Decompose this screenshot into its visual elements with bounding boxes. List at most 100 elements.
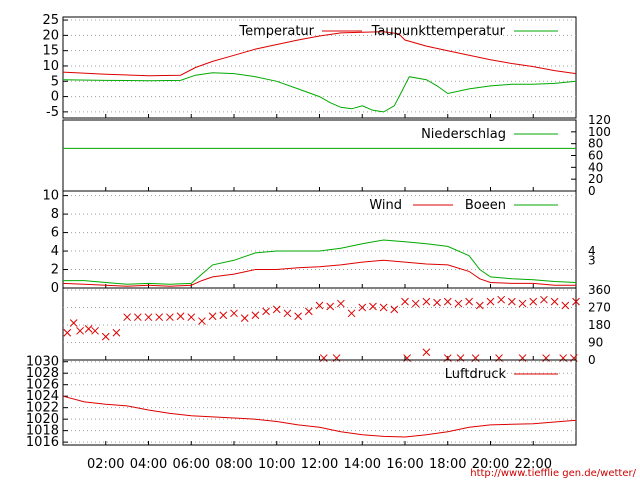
direction-point bbox=[272, 305, 281, 314]
y-tick-label: 0 bbox=[51, 90, 59, 105]
direction-point bbox=[495, 354, 503, 362]
y-tick-label: 6 bbox=[51, 226, 59, 241]
x-tick-label: 08:00 bbox=[215, 457, 252, 472]
direction-point bbox=[443, 297, 452, 306]
y-tick-label: 10 bbox=[42, 189, 59, 204]
x-tick-label: 16:00 bbox=[386, 457, 423, 472]
direction-point bbox=[198, 317, 206, 325]
y-tick-label: 1022 bbox=[26, 401, 59, 416]
y-tick-label: 1026 bbox=[26, 378, 59, 393]
y-tick-label: 0 bbox=[51, 281, 59, 296]
direction-point bbox=[486, 297, 495, 306]
direction-point bbox=[465, 297, 473, 306]
direction-point bbox=[332, 354, 341, 362]
direction-point bbox=[508, 297, 516, 306]
direction-point bbox=[123, 313, 131, 322]
y-tick-label: 8 bbox=[51, 207, 59, 222]
y-tick-label-right: 0 bbox=[588, 184, 596, 198]
y-tick-label-right: 120 bbox=[588, 113, 611, 127]
y-tick-label-right: 270 bbox=[588, 300, 611, 314]
direction-point bbox=[262, 307, 270, 316]
direction-point bbox=[358, 303, 367, 312]
direction-point bbox=[69, 319, 78, 327]
direction-point bbox=[283, 309, 292, 318]
direction-point bbox=[561, 301, 570, 310]
direction-point bbox=[112, 328, 121, 337]
y-tick-label: -5 bbox=[46, 105, 59, 120]
direction-point bbox=[315, 301, 324, 310]
direction-point bbox=[319, 354, 328, 362]
direction-point bbox=[422, 297, 431, 306]
x-tick-label: 02:00 bbox=[87, 457, 124, 472]
legend-label: Temperatur bbox=[238, 24, 314, 39]
direction-point bbox=[390, 305, 399, 314]
direction-point bbox=[208, 312, 217, 321]
y-tick-label: 5 bbox=[51, 74, 59, 89]
y-tick-label-right: 80 bbox=[588, 137, 603, 151]
direction-point bbox=[471, 354, 480, 362]
direction-point bbox=[454, 299, 463, 308]
direction-point bbox=[219, 311, 228, 320]
y-tick-label-right: 20 bbox=[588, 172, 603, 186]
direction-point bbox=[422, 348, 431, 357]
series-line-wind bbox=[62, 259, 576, 287]
y-tick-label: 25 bbox=[42, 13, 59, 28]
series-line-taupunkttemperatur bbox=[62, 72, 577, 113]
y-tick-label: 4 bbox=[51, 244, 59, 259]
y-tick-label: 10 bbox=[42, 59, 59, 74]
legend-label: Wind bbox=[369, 198, 402, 213]
direction-point bbox=[337, 299, 345, 308]
legend-label: Niederschlag bbox=[421, 127, 506, 142]
y-tick-label: 1028 bbox=[26, 366, 59, 381]
legend-label: Luftdruck bbox=[445, 367, 507, 382]
y-tick-label-right: 40 bbox=[588, 160, 603, 174]
x-tick-label: 20:00 bbox=[472, 457, 509, 472]
direction-point bbox=[456, 354, 465, 362]
x-tick-label: 10:00 bbox=[258, 457, 295, 472]
direction-point bbox=[550, 297, 559, 306]
direction-point bbox=[572, 297, 580, 306]
y-tick-label-right: 4 bbox=[588, 244, 596, 258]
legend-label: Boeen bbox=[465, 198, 506, 213]
direction-point bbox=[176, 312, 185, 321]
direction-point bbox=[187, 313, 196, 322]
direction-point bbox=[91, 326, 99, 335]
x-tick-label: 12:00 bbox=[301, 457, 338, 472]
x-tick-label: 14:00 bbox=[344, 457, 381, 472]
direction-point bbox=[379, 303, 388, 312]
direction-point bbox=[497, 295, 506, 304]
direction-point bbox=[240, 314, 249, 323]
panel-frame-wind-direction bbox=[62, 287, 577, 361]
direction-point bbox=[518, 354, 527, 362]
direction-point bbox=[326, 302, 335, 311]
direction-point bbox=[542, 354, 550, 362]
y-tick-label-right: 360 bbox=[588, 283, 611, 297]
y-tick-label: 2 bbox=[51, 263, 59, 278]
direction-point bbox=[101, 332, 110, 341]
direction-point bbox=[518, 299, 527, 308]
y-tick-label: 1016 bbox=[26, 435, 59, 450]
y-tick-label-right: 3 bbox=[588, 253, 596, 267]
x-tick-label: 18:00 bbox=[429, 457, 466, 472]
y-tick-label-right: 180 bbox=[588, 318, 611, 332]
direction-point bbox=[230, 309, 238, 318]
direction-point bbox=[84, 325, 93, 333]
series-line-luftdruck bbox=[62, 395, 577, 438]
credit-text: http://www.tiefflie gen.de/wetter/ bbox=[470, 468, 636, 479]
direction-point bbox=[475, 301, 484, 310]
y-tick-label: 1018 bbox=[26, 424, 59, 439]
y-tick-label: 1020 bbox=[26, 412, 59, 427]
direction-point bbox=[443, 354, 452, 362]
y-tick-label-right: 60 bbox=[588, 149, 603, 163]
x-tick-label: 22:00 bbox=[515, 457, 552, 472]
direction-point bbox=[166, 313, 174, 322]
x-tick-label: 06:00 bbox=[173, 457, 210, 472]
y-tick-label: 1030 bbox=[26, 355, 59, 370]
direction-point bbox=[251, 311, 260, 320]
direction-point bbox=[63, 328, 72, 337]
direction-point bbox=[144, 313, 153, 322]
direction-point bbox=[540, 295, 548, 304]
legend-label: Taupunkttemperatur bbox=[371, 24, 506, 39]
direction-point bbox=[401, 297, 409, 306]
